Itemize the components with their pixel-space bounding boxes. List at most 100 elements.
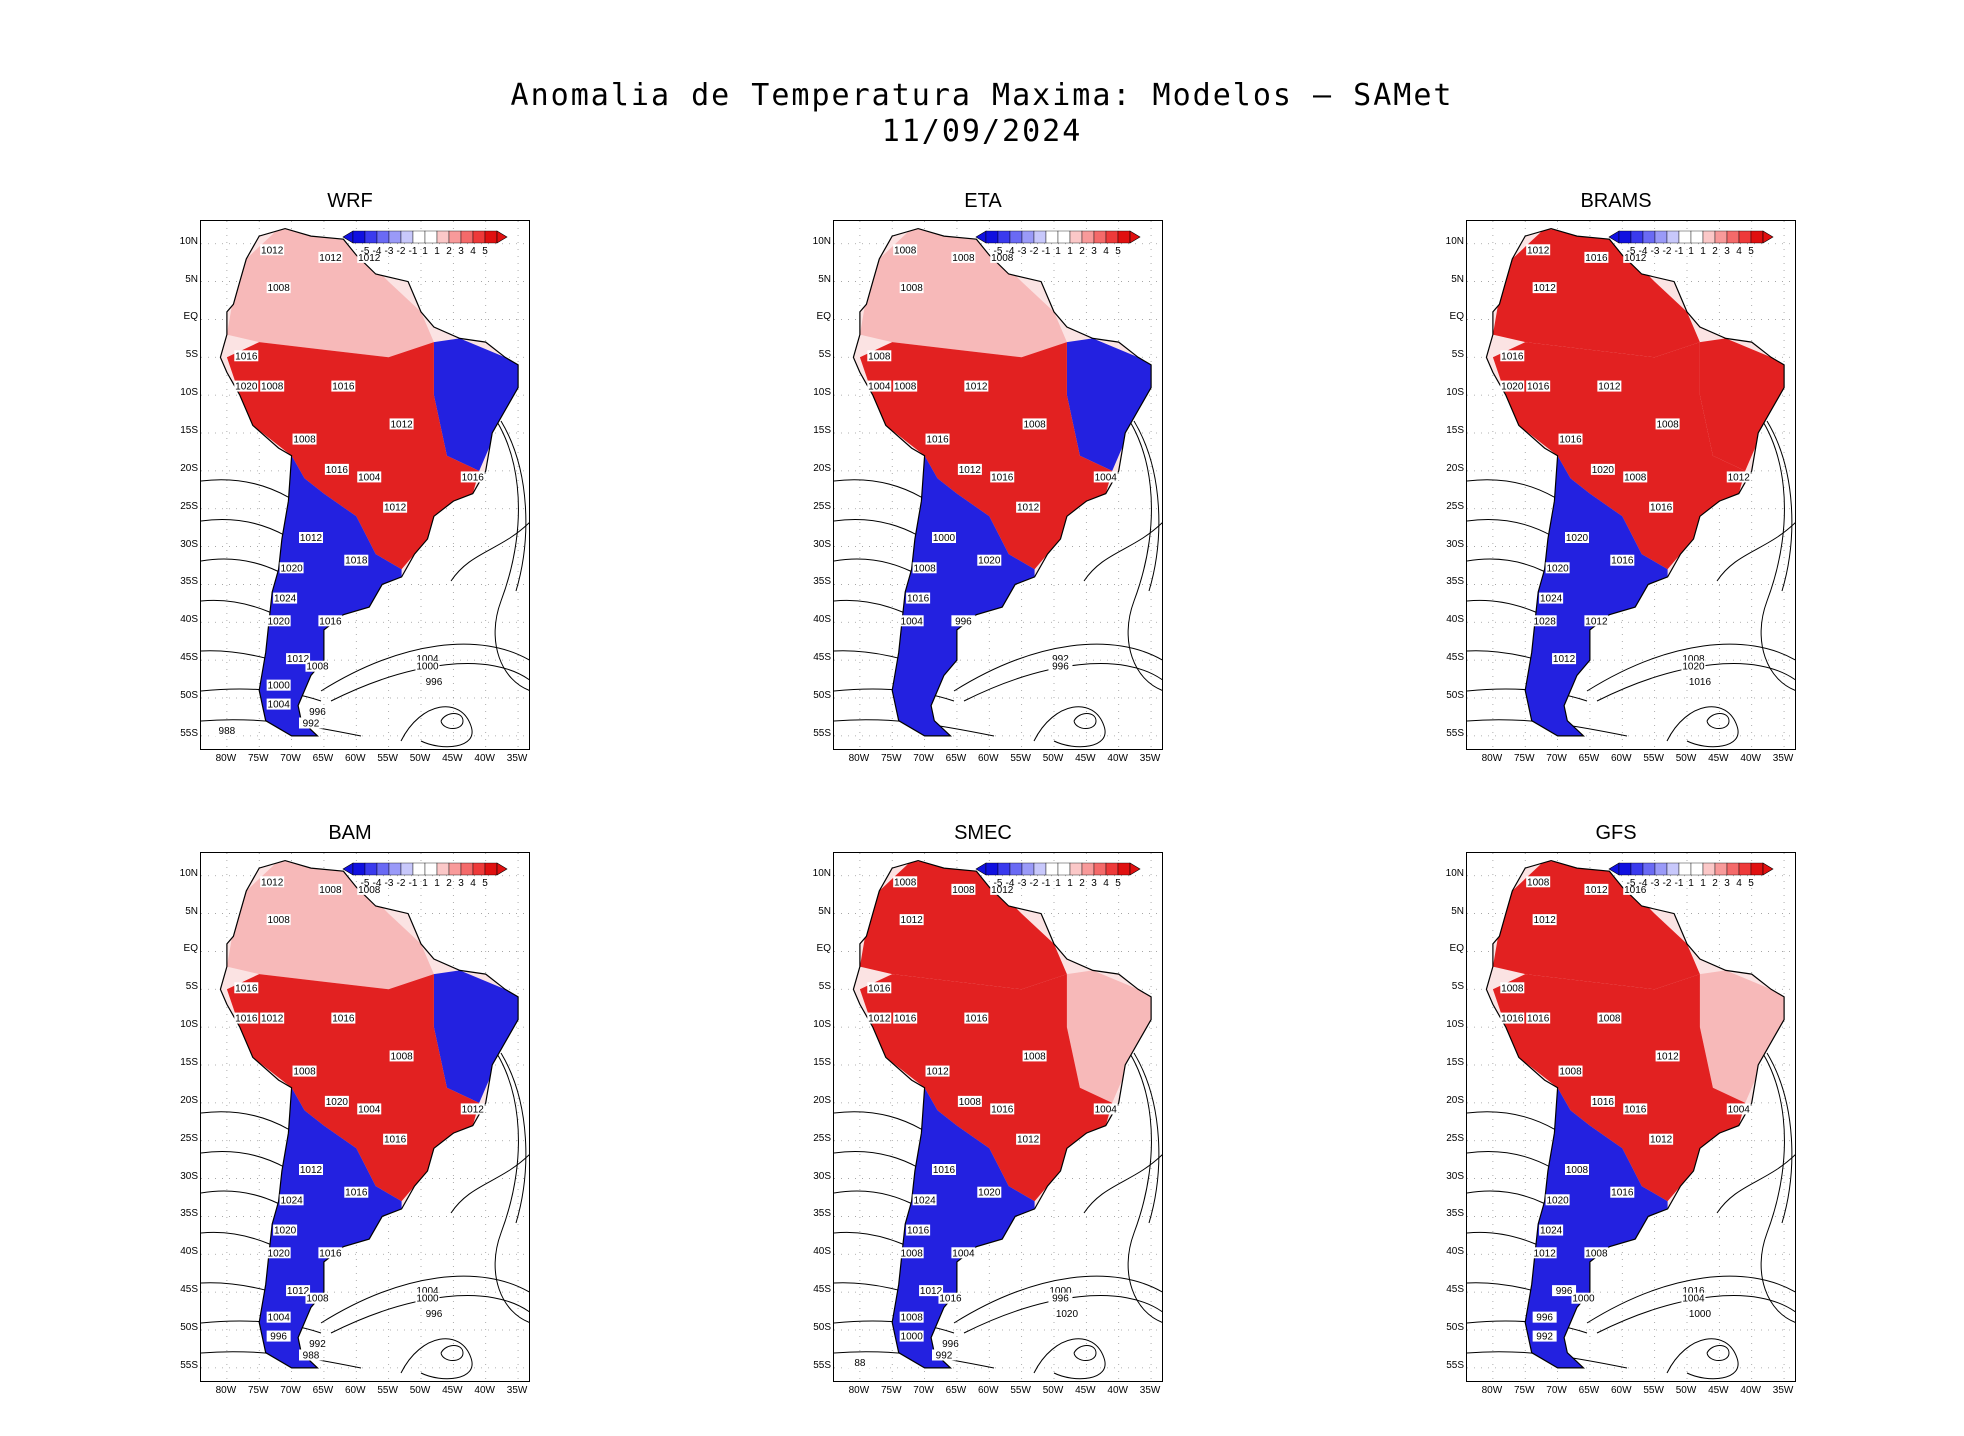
- colorbar-label: -2: [1030, 246, 1039, 257]
- isobar-label: 1020: [978, 1188, 1001, 1199]
- longitude-tick-label: 60W: [345, 753, 366, 764]
- isobar-label: 1008: [1023, 419, 1046, 430]
- isobar-label-bg: [1016, 501, 1041, 513]
- longitude-tick-label: 70W: [1546, 1385, 1567, 1396]
- latitude-tick-label: 35S: [180, 576, 198, 588]
- isobar-label: 1008: [991, 253, 1014, 264]
- isobar-label-bg: [1500, 982, 1525, 994]
- isobar-line: [1666, 706, 1739, 748]
- colorbar-swatch: [364, 862, 378, 876]
- isobar-label-bg: [266, 698, 291, 710]
- longitude-tick-label: 65W: [312, 753, 334, 764]
- isobar-label-bg: [990, 471, 1015, 483]
- longitude-tick-label: 60W: [1611, 753, 1632, 764]
- isobar-label: 1008: [1527, 877, 1550, 888]
- colorbar-label: -2: [397, 878, 406, 889]
- colorbar-arrow-right: [1129, 862, 1141, 876]
- colorbar-label: 1: [1688, 878, 1694, 889]
- colorbar-swatch: [997, 862, 1011, 876]
- colorbar-label: -1: [409, 246, 418, 257]
- isobar-label-bg: [324, 463, 349, 475]
- longitude-tick-label: 50W: [1042, 753, 1064, 764]
- colorbar-swatch: [1702, 862, 1716, 876]
- isobar-label: 1012: [1624, 253, 1647, 264]
- isobar-label-bg: [1623, 883, 1648, 895]
- isobar-label: 992: [303, 719, 320, 730]
- colorbar-swatch: [1702, 230, 1716, 244]
- anomaly-region-south: [1525, 455, 1668, 736]
- longitude-tick-label: 55W: [1643, 753, 1664, 764]
- isobar-label: 1000: [1049, 1286, 1072, 1297]
- colorbar-label: 2: [1079, 878, 1085, 889]
- isobar-label-bg: [286, 1285, 311, 1297]
- isobar-label-bg: [234, 350, 259, 362]
- isobar-line: [450, 1154, 529, 1214]
- latitude-tick-label: 35S: [813, 576, 831, 588]
- isobar-label-bg: [1655, 1050, 1680, 1062]
- isobar-label: 1018: [345, 556, 368, 567]
- isobar-label-bg: [357, 251, 382, 263]
- isobar-label-bg: [1532, 1330, 1557, 1342]
- colorbar-label: 3: [458, 246, 464, 257]
- colorbar-swatch: [1654, 862, 1668, 876]
- colorbar-swatch: [1057, 230, 1071, 244]
- colorbar: -5 -4 -3 -2 -1 1 1 2 3 4 5: [1608, 862, 1774, 889]
- colorbar-label: 3: [1091, 878, 1097, 889]
- isobar-label: 1004: [868, 382, 891, 393]
- colorbar-label: 2: [1712, 878, 1718, 889]
- colorbar-label: 5: [482, 246, 488, 257]
- anomaly-region-northeast: [433, 338, 519, 471]
- latitude-tick-label: 50S: [813, 690, 831, 701]
- latitude-tick-label: 50S: [180, 1322, 198, 1333]
- colorbar-swatch: [1630, 862, 1644, 876]
- isobar-label-bg: [1610, 554, 1635, 566]
- latitude-tick-label: 10S: [813, 1019, 831, 1031]
- latitude-tick-label: 45S: [1446, 652, 1464, 664]
- colorbar-label: -3: [1651, 246, 1660, 257]
- isobar-label-bg: [460, 1103, 485, 1115]
- colorbar-label: 3: [458, 878, 464, 889]
- isobar-label-bg: [415, 1285, 440, 1297]
- latitude-tick-label: 5N: [818, 273, 831, 285]
- colorbar-swatch: [460, 862, 474, 876]
- isobar-label-bg: [1532, 1311, 1557, 1323]
- isobar-label-bg: [912, 1194, 937, 1206]
- isobar-label-bg: [299, 717, 323, 729]
- isobar-label: 1004: [268, 1313, 291, 1324]
- isobar-label: 1016: [991, 1104, 1014, 1115]
- isobar-label-bg: [912, 562, 937, 574]
- longitude-tick-label: 50W: [1042, 1385, 1064, 1396]
- colorbar-swatch: [436, 230, 450, 244]
- isobar-line: [1073, 1345, 1097, 1361]
- isobar-label-bg: [279, 1194, 304, 1206]
- colorbar-label: 5: [1115, 878, 1121, 889]
- isobar-line: [953, 643, 1162, 692]
- colorbar-label: -2: [1663, 878, 1672, 889]
- isobar-label: 1004: [358, 1104, 381, 1115]
- isobar-label: 1016: [1611, 1188, 1634, 1199]
- anomaly-region-north: [226, 228, 434, 358]
- colorbar-swatch: [472, 862, 486, 876]
- colorbar-swatch: [448, 230, 462, 244]
- isobar-line: [330, 663, 529, 702]
- anomaly-field: [226, 860, 519, 1368]
- isobar-label: 1012: [1728, 472, 1751, 483]
- isobar-label-bg: [318, 1247, 343, 1259]
- colorbar-label: -3: [385, 246, 394, 257]
- colorbar-swatch: [1666, 862, 1680, 876]
- isobar-label: 1020: [268, 616, 291, 627]
- isobar-line: [1083, 1154, 1162, 1214]
- anomaly-region-northeast: [1699, 970, 1785, 1103]
- colorbar-swatch: [1630, 230, 1644, 244]
- map-plot: 1012 1008 1008 1008 1016 1016 1012 1016 1008 1008…: [200, 852, 530, 1382]
- isobar-line: [1746, 1032, 1795, 1323]
- isobar-line: [1716, 1154, 1795, 1214]
- anomaly-field: [1492, 228, 1785, 736]
- isobar-label-bg: [1681, 653, 1706, 665]
- latitude-tick-label: 10N: [179, 235, 198, 247]
- colorbar: -5 -4 -3 -2 -1 1 1 2 3 4 5: [975, 862, 1141, 889]
- isobar-label: 1008: [952, 253, 975, 264]
- latitude-tick-label: 5N: [1451, 905, 1464, 917]
- isobar-line: [500, 420, 527, 592]
